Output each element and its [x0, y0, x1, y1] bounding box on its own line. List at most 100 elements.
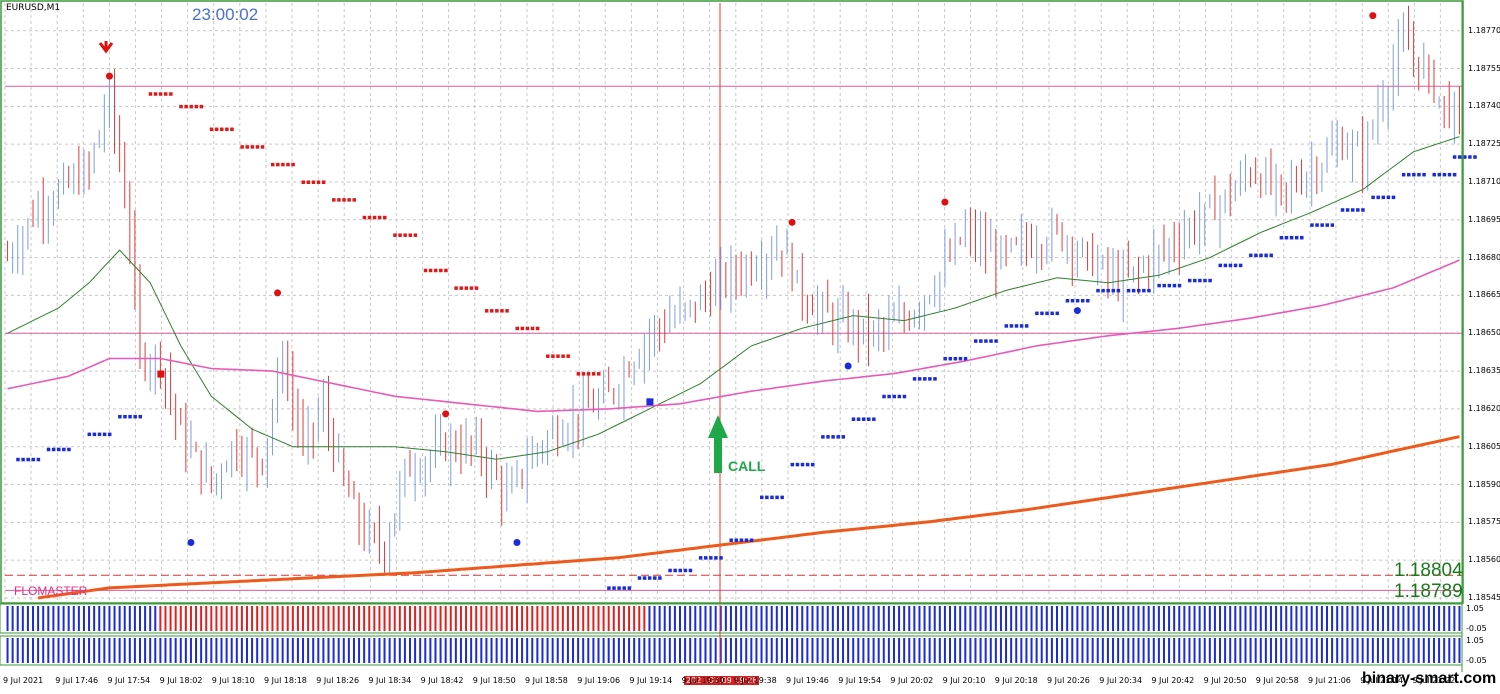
stair-up-dot	[1019, 324, 1024, 328]
stair-down-dot	[433, 268, 438, 273]
stair-up-dot	[688, 568, 693, 573]
stair-up-dot	[1203, 278, 1207, 283]
stair-up-dot	[1009, 324, 1014, 328]
sell-signal-dot	[274, 289, 282, 297]
stair-up-dot	[1330, 223, 1335, 227]
stair-down-dot	[566, 354, 570, 358]
stair-up-dot	[1447, 172, 1452, 177]
stair-down-dot	[398, 233, 402, 237]
stair-up-dot	[1407, 172, 1411, 177]
stair-up-dot	[1111, 288, 1116, 293]
stair-up-dot	[897, 394, 902, 399]
price-tick: 1.18560	[1468, 555, 1500, 565]
stair-up-dot	[133, 414, 137, 419]
stair-up-dot	[892, 394, 896, 399]
stair-up-dot	[841, 435, 846, 439]
stair-down-dot	[255, 145, 260, 149]
sell-signal-dot	[941, 198, 949, 206]
sell-signal-dot	[442, 410, 450, 418]
stair-down-dot	[189, 104, 193, 109]
stair-down-dot	[163, 92, 168, 96]
stair-down-dot	[199, 104, 204, 109]
time-tick: 9 Jul 17:54	[107, 676, 151, 685]
stair-down-dot	[586, 372, 591, 376]
stair-up-dot	[36, 457, 41, 462]
stair-up-dot	[1055, 311, 1059, 316]
watermark: binary-smart.com	[1362, 670, 1497, 687]
time-tick: 9 Jul 19:54	[838, 676, 882, 685]
stair-up-dot	[1417, 172, 1421, 177]
stair-down-dot	[270, 162, 275, 167]
stair-down-dot	[377, 215, 382, 220]
price-tick: 1.18695	[1468, 214, 1500, 224]
stair-up-dot	[1468, 155, 1472, 159]
moving-averages	[7, 136, 1460, 600]
stair-up-dot	[810, 462, 815, 467]
stair-down-dot	[490, 309, 494, 313]
sell-signal-dot	[788, 218, 796, 226]
stair-down-dot	[184, 104, 188, 109]
call-arrow-icon	[708, 415, 728, 473]
stair-up-dot	[1391, 195, 1396, 200]
time-tick: 9 Jul 19:46	[786, 676, 829, 685]
stair-up-dot	[1437, 172, 1442, 177]
stair-up-dot	[1356, 208, 1360, 212]
stair-up-dot	[1463, 155, 1467, 159]
stair-up-dot	[1249, 253, 1253, 258]
stair-up-dot	[709, 556, 713, 560]
stair-down-dot	[464, 286, 469, 290]
price-tick: 1.18725	[1468, 139, 1500, 149]
stair-up-dot	[973, 339, 978, 343]
stair-up-dot	[1147, 288, 1151, 293]
stair-down-dot	[367, 215, 372, 220]
stair-up-dot	[790, 462, 795, 467]
sub1-min-label: -0.05	[1466, 624, 1487, 633]
price-tick: 1.18575	[1468, 517, 1500, 527]
stair-down-dot	[525, 326, 530, 331]
stair-down-dot	[209, 127, 214, 132]
stair-up-dot	[1340, 208, 1345, 212]
time-tick: 9 Jul 17:46	[55, 676, 99, 685]
stair-up-dot	[1040, 311, 1044, 316]
stair-up-dot	[953, 356, 958, 361]
stair-down-dot	[556, 354, 560, 358]
buy-square-marker	[646, 398, 654, 406]
stair-down-dot	[515, 326, 519, 331]
stair-up-dot	[92, 432, 97, 437]
stair-down-dot	[546, 354, 550, 358]
stair-up-dot	[1371, 195, 1375, 200]
stair-up-dot	[1131, 288, 1136, 293]
stair-up-dot	[26, 457, 30, 462]
stair-down-dot	[474, 286, 479, 290]
ma-mid-line	[7, 259, 1460, 413]
buy-signal-dot	[513, 538, 521, 546]
time-tick: 9 Jul 20:18	[994, 676, 1038, 685]
stair-up-dot	[994, 339, 998, 343]
stair-up-dot	[979, 339, 983, 343]
stair-up-dot	[607, 586, 611, 590]
stair-down-dot	[291, 162, 295, 167]
time-tick: 9 Jul 18:02	[159, 676, 203, 685]
stair-down-dot	[286, 162, 290, 167]
stair-up-dot	[760, 495, 764, 500]
stair-up-dot	[729, 538, 733, 542]
time-tick: 9 Jul 21:22	[1412, 676, 1456, 685]
stair-up-dot	[1432, 172, 1436, 177]
sell-signal-dot	[1369, 12, 1377, 20]
stair-up-dot	[887, 394, 891, 399]
stair-up-dot	[1177, 283, 1182, 288]
time-tick: 9 Jul 20:34	[1099, 676, 1143, 685]
ma-slow-line	[37, 435, 1460, 600]
stair-up-dot	[1035, 311, 1039, 316]
stair-up-dot	[1228, 263, 1233, 268]
stair-up-dot	[1401, 172, 1406, 177]
stair-down-dot	[530, 326, 535, 331]
chart-frame	[0, 0, 1464, 672]
stair-up-dot	[647, 576, 652, 580]
price-tick: 1.18590	[1468, 479, 1500, 489]
stair-up-dot	[1106, 288, 1110, 293]
time-tick: 9 Jul 18:58	[525, 676, 568, 685]
stair-down-dot	[321, 180, 326, 184]
